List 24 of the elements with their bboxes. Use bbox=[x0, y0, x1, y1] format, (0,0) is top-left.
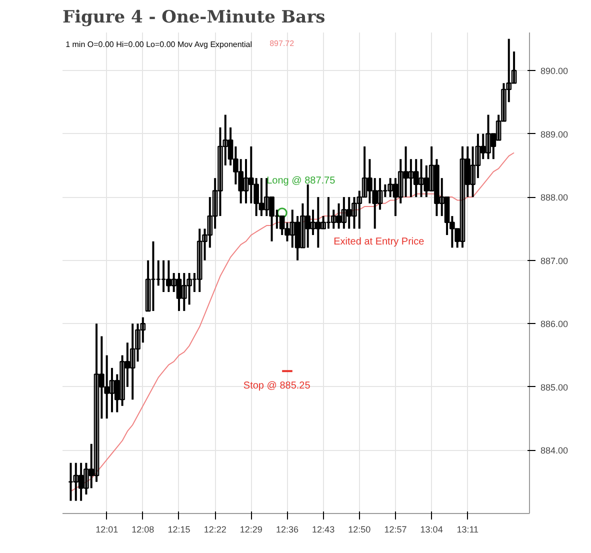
y-tick-label: 890.00 bbox=[540, 66, 568, 76]
x-tick-label: 12:29 bbox=[240, 524, 262, 534]
x-tick-label: 12:50 bbox=[348, 524, 371, 534]
x-tick-label: 12:57 bbox=[384, 524, 407, 534]
x-tick-label: 13:04 bbox=[420, 524, 443, 534]
x-tick-label: 12:43 bbox=[312, 524, 335, 534]
text: 1 min O=0.00 Hi=0.00 Lo=0.00 Mov Avg Exponential bbox=[66, 40, 252, 50]
annotation: 897.72 bbox=[270, 39, 295, 48]
x-tick-label: 12:08 bbox=[132, 524, 154, 534]
y-tick-label: 887.00 bbox=[540, 256, 568, 266]
annotation: Long @ 887.75 bbox=[266, 175, 336, 186]
x-tick-label: 12:22 bbox=[204, 524, 226, 534]
y-tick-label: 884.00 bbox=[540, 446, 568, 456]
y-tick-label: 889.00 bbox=[540, 129, 568, 140]
y-tick-label: 888.00 bbox=[540, 192, 568, 203]
annotation: Exited at Entry Price bbox=[334, 236, 425, 248]
annotation: Stop @ 885.25 bbox=[243, 380, 311, 392]
x-tick-label: 12:01 bbox=[96, 524, 118, 534]
x-tick-label: 12:15 bbox=[168, 524, 190, 534]
y-tick-label: 886.00 bbox=[540, 319, 568, 330]
x-tick-label: 13:11 bbox=[456, 524, 479, 534]
x-tick-label: 12:36 bbox=[276, 524, 299, 534]
chart-title: Figure 4 - One-Minute Bars bbox=[62, 8, 326, 28]
y-tick-label: 885.00 bbox=[540, 382, 568, 392]
